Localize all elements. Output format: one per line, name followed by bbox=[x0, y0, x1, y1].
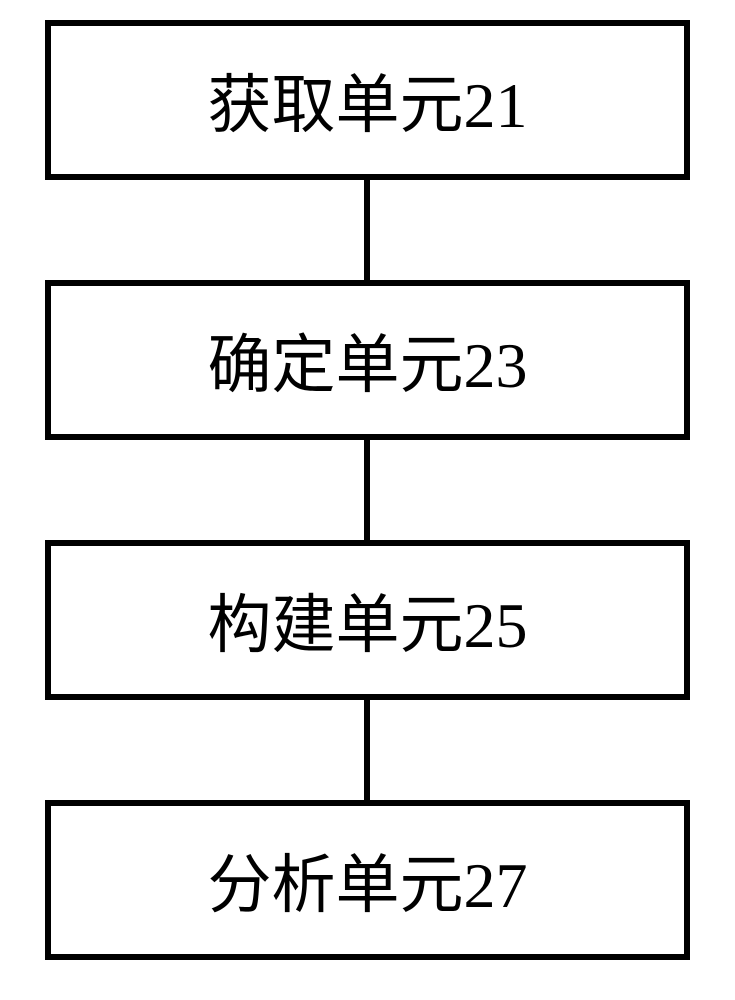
flowchart-node-label: 获取单元21 bbox=[208, 54, 528, 146]
flowchart-edge bbox=[364, 180, 370, 280]
flowchart-edge bbox=[364, 440, 370, 540]
flowchart-node: 获取单元21 bbox=[45, 20, 690, 180]
flowchart-node-label: 分析单元27 bbox=[208, 834, 528, 926]
flowchart-node: 确定单元23 bbox=[45, 280, 690, 440]
flowchart-node-label: 确定单元23 bbox=[208, 314, 528, 406]
flowchart-node-label: 构建单元25 bbox=[208, 574, 528, 666]
flowchart-node: 分析单元27 bbox=[45, 800, 690, 960]
flowchart-node: 构建单元25 bbox=[45, 540, 690, 700]
flowchart-edge bbox=[364, 700, 370, 800]
flowchart-canvas: 获取单元21 确定单元23 构建单元25 分析单元27 bbox=[0, 0, 735, 1000]
